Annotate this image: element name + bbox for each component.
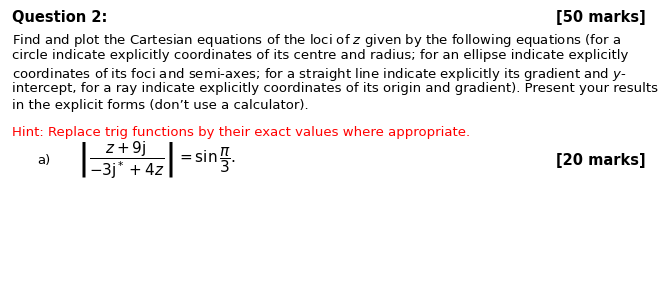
Text: [20 marks]: [20 marks] (557, 153, 646, 168)
Text: $\left|\dfrac{z+9\mathrm{j}}{-3\mathrm{j}^*+4z}\right| = \sin\dfrac{\pi}{3}.$: $\left|\dfrac{z+9\mathrm{j}}{-3\mathrm{j… (77, 139, 236, 181)
Text: Find and plot the Cartesian equations of the loci of $z$ given by the following : Find and plot the Cartesian equations of… (12, 32, 621, 49)
Text: [50 marks]: [50 marks] (556, 10, 646, 25)
Text: circle indicate explicitly coordinates of its centre and radius; for an ellipse : circle indicate explicitly coordinates o… (12, 49, 628, 62)
Text: Hint: Replace trig functions by their exact values where appropriate.: Hint: Replace trig functions by their ex… (12, 126, 470, 139)
Text: a): a) (37, 154, 50, 167)
Text: coordinates of its foci and semi-axes; for a straight line indicate explicitly i: coordinates of its foci and semi-axes; f… (12, 66, 626, 83)
Text: in the explicit forms (don’t use a calculator).: in the explicit forms (don’t use a calcu… (12, 99, 309, 112)
Text: Question 2:: Question 2: (12, 10, 107, 25)
Text: intercept, for a ray indicate explicitly coordinates of its origin and gradient): intercept, for a ray indicate explicitly… (12, 82, 658, 95)
